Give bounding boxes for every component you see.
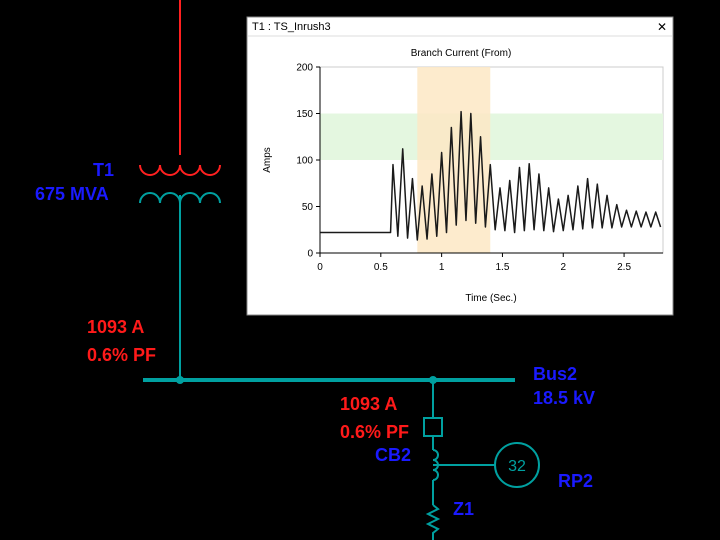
close-button[interactable]: ✕ bbox=[657, 20, 667, 34]
x-tick-label: 0.5 bbox=[374, 262, 388, 273]
one-line-diagram bbox=[139, 0, 540, 540]
y-tick-label: 50 bbox=[302, 202, 314, 213]
highlight-band-y bbox=[320, 113, 663, 160]
x-tick-label: 0 bbox=[317, 262, 323, 273]
impedance-name: Z1 bbox=[453, 499, 474, 519]
breaker-name: CB2 bbox=[375, 445, 411, 465]
y-tick-label: 150 bbox=[296, 109, 313, 120]
transformer-rating: 675 MVA bbox=[35, 184, 109, 204]
flow-pf: 0.6% PF bbox=[87, 345, 156, 365]
data-line bbox=[320, 110, 662, 241]
window-title: T1 : TS_Inrush3 bbox=[252, 21, 331, 33]
relay-name: RP2 bbox=[558, 471, 593, 491]
chart-title: Branch Current (From) bbox=[411, 48, 512, 59]
flow-pf: 0.6% PF bbox=[340, 422, 409, 442]
x-axis-label: Time (Sec.) bbox=[465, 293, 516, 304]
flow-current: 1093 A bbox=[87, 317, 144, 337]
flow-current: 1093 A bbox=[340, 394, 397, 414]
relay bbox=[494, 442, 540, 488]
bus-voltage: 18.5 kV bbox=[533, 388, 595, 408]
y-tick-label: 0 bbox=[307, 249, 313, 260]
x-tick-label: 2.5 bbox=[617, 262, 631, 273]
y-tick-label: 200 bbox=[296, 63, 313, 74]
x-tick-label: 1 bbox=[439, 262, 445, 273]
y-axis-label: Amps bbox=[262, 147, 273, 173]
impedance bbox=[425, 504, 441, 540]
bus-name: Bus2 bbox=[533, 364, 577, 384]
y-tick-label: 100 bbox=[296, 156, 313, 167]
x-tick-label: 2 bbox=[560, 262, 566, 273]
primary-winding bbox=[139, 164, 221, 176]
relay-number: 32 bbox=[508, 458, 526, 475]
x-tick-label: 1.5 bbox=[495, 262, 509, 273]
junction bbox=[176, 376, 184, 384]
transformer-name: T1 bbox=[93, 160, 114, 180]
highlight-band-x bbox=[417, 67, 491, 253]
